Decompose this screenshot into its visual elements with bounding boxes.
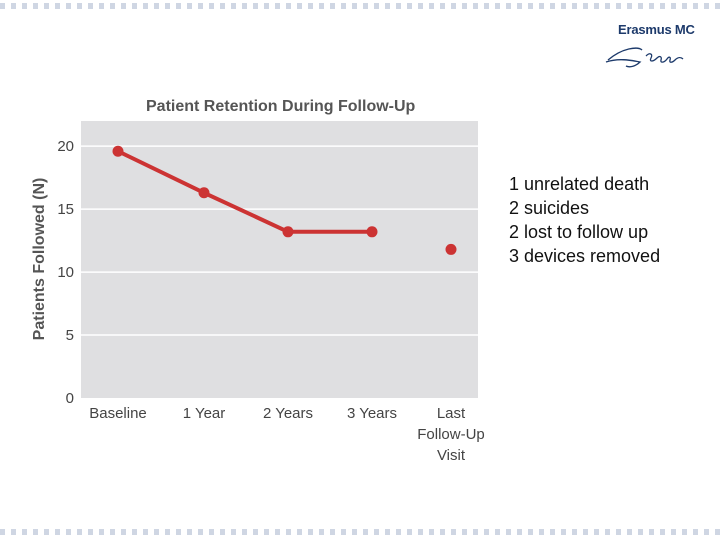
y-tick-label: 5 xyxy=(66,327,74,344)
data-point xyxy=(445,243,457,255)
y-tick-labels: 0 5 10 15 20 xyxy=(57,138,74,407)
data-point xyxy=(198,187,210,199)
data-point xyxy=(112,145,124,157)
y-tick-label: 20 xyxy=(57,138,74,155)
note-unrelated-death: 1 unrelated death xyxy=(509,174,650,194)
retention-chart: Patient Retention During Follow-Up Patie… xyxy=(31,98,485,464)
y-tick-label: 15 xyxy=(57,201,74,218)
x-tick-label: 1 Year xyxy=(183,405,226,422)
x-tick-label: 3 Years xyxy=(347,405,397,422)
gridlines xyxy=(81,145,478,336)
y-tick-label: 10 xyxy=(57,264,74,281)
x-tick-label: 2 Years xyxy=(263,405,313,422)
data-point xyxy=(282,226,294,238)
x-tick-label: Baseline xyxy=(89,405,147,422)
note-devices-removed: 3 devices removed xyxy=(509,246,661,266)
y-axis-label: Patients Followed (N) xyxy=(31,178,48,341)
logo-text: Erasmus MC xyxy=(618,22,695,37)
data-point xyxy=(366,226,378,238)
erasmus-signature-icon xyxy=(605,47,684,68)
erasmus-mc-logo: Erasmus MC xyxy=(600,22,710,72)
bottom-dashed-border xyxy=(0,529,720,535)
series-line-path xyxy=(117,149,372,234)
note-lost-to-follow-up: 2 lost to follow up xyxy=(509,222,649,242)
x-tick-labels: Baseline 1 Year 2 Years 3 Years Last Follow-U… xyxy=(89,405,485,464)
x-tick-label: Last Follow-Up Visit xyxy=(417,405,485,464)
chart-title: Patient Retention During Follow-Up xyxy=(146,98,416,115)
series-line xyxy=(112,145,457,255)
y-tick-label: 0 xyxy=(66,390,74,407)
note-suicides: 2 suicides xyxy=(509,198,590,218)
notes-list: 1 unrelated death 2 suicides 2 lost to f… xyxy=(509,172,660,268)
